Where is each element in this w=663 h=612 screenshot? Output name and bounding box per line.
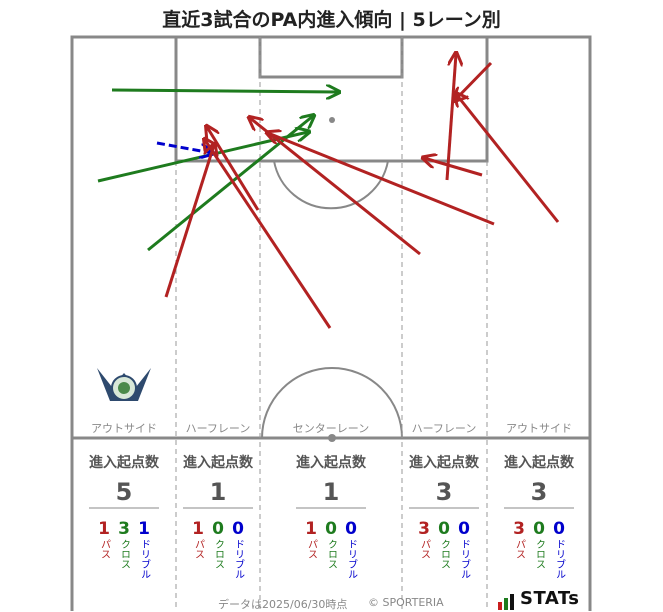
penalty-spot [329, 117, 335, 123]
lane-cross-label: クロス [534, 539, 545, 569]
lane-dribble-label: ドリブル [139, 539, 151, 579]
cross-arrow [147, 116, 313, 252]
lane-dribble-count: 0 [458, 519, 470, 539]
pass-arrow [456, 94, 560, 223]
lane-dribble-label: ドリブル [346, 539, 358, 579]
lane-dribble-count: 0 [553, 519, 565, 539]
lane-cross-count: 0 [212, 519, 224, 539]
lane-dribble-label: ドリブル [554, 539, 566, 579]
center-spot [328, 434, 336, 442]
lane-name: アウトサイド [91, 422, 157, 435]
data-date: データは2025/06/30時点 [218, 598, 348, 611]
lane-total-value: 1 [323, 478, 340, 506]
entry-arrows [97, 54, 560, 329]
lane-total-value: 5 [116, 478, 133, 506]
lane-total-label: 進入起点数 [409, 454, 480, 471]
pass-arrow [205, 140, 332, 329]
chart-title: 直近3試合のPA内進入傾向 | 5レーン別 [162, 9, 501, 31]
lane-pass-count: 1 [192, 519, 204, 539]
dribble-arrow [156, 141, 212, 153]
lane-name: ハーフレーン [412, 422, 477, 435]
brand-logo: STATs [498, 588, 579, 610]
copyright: © SPORTERIA [368, 596, 444, 609]
lane-cross-count: 3 [118, 519, 130, 539]
lane-total-label: 進入起点数 [89, 454, 160, 471]
lane-name: センターレーン [293, 422, 369, 435]
lane-pass-label: パス [306, 539, 318, 559]
lane-cross-label: クロス [439, 539, 450, 569]
pass-arrow [164, 145, 214, 298]
pass-arrow [445, 54, 456, 181]
lane-dribble-label: ドリブル [233, 539, 245, 579]
lane-dribble-count: 0 [345, 519, 357, 539]
lane-pass-label: パス [514, 539, 526, 559]
lane-pass-label: パス [419, 539, 431, 559]
lane-total-value: 1 [210, 478, 227, 506]
lane-total-value: 3 [436, 478, 453, 506]
lane-cross-label: クロス [326, 539, 337, 569]
lane-pass-count: 3 [418, 519, 430, 539]
lane-pass-label: パス [99, 539, 111, 559]
lane-dribble-label: ドリブル [459, 539, 471, 579]
lane-total-label: 進入起点数 [296, 454, 367, 471]
lane-pass-count: 3 [513, 519, 525, 539]
lane-total-value: 3 [531, 478, 548, 506]
lane-dividers [175, 37, 488, 611]
lane-cross-count: 0 [325, 519, 337, 539]
cross-arrow [111, 90, 338, 92]
lane-total-label: 進入起点数 [183, 454, 254, 471]
brand-bars-icon [498, 589, 516, 610]
pass-arrow [268, 133, 495, 226]
pass-arrow [424, 158, 483, 177]
lane-cross-label: クロス [119, 539, 130, 569]
lane-dribble-count: 0 [232, 519, 244, 539]
lane-total-label: 進入起点数 [504, 454, 575, 471]
lane-name: ハーフレーン [186, 422, 251, 435]
team-emblem-icon [97, 368, 151, 401]
lane-pass-count: 1 [98, 519, 110, 539]
lane-pass-label: パス [193, 539, 205, 559]
pass-arrow [250, 118, 421, 256]
lane-pass-count: 1 [305, 519, 317, 539]
lane-cross-count: 0 [533, 519, 545, 539]
lane-dribble-count: 1 [138, 519, 150, 539]
lane-cross-label: クロス [213, 539, 224, 569]
lane-cross-count: 0 [438, 519, 450, 539]
lane-name: アウトサイド [506, 422, 572, 435]
lane-stats: アウトサイド進入起点数51パス3クロス1ドリブルハーフレーン進入起点数11パス0… [89, 422, 575, 579]
